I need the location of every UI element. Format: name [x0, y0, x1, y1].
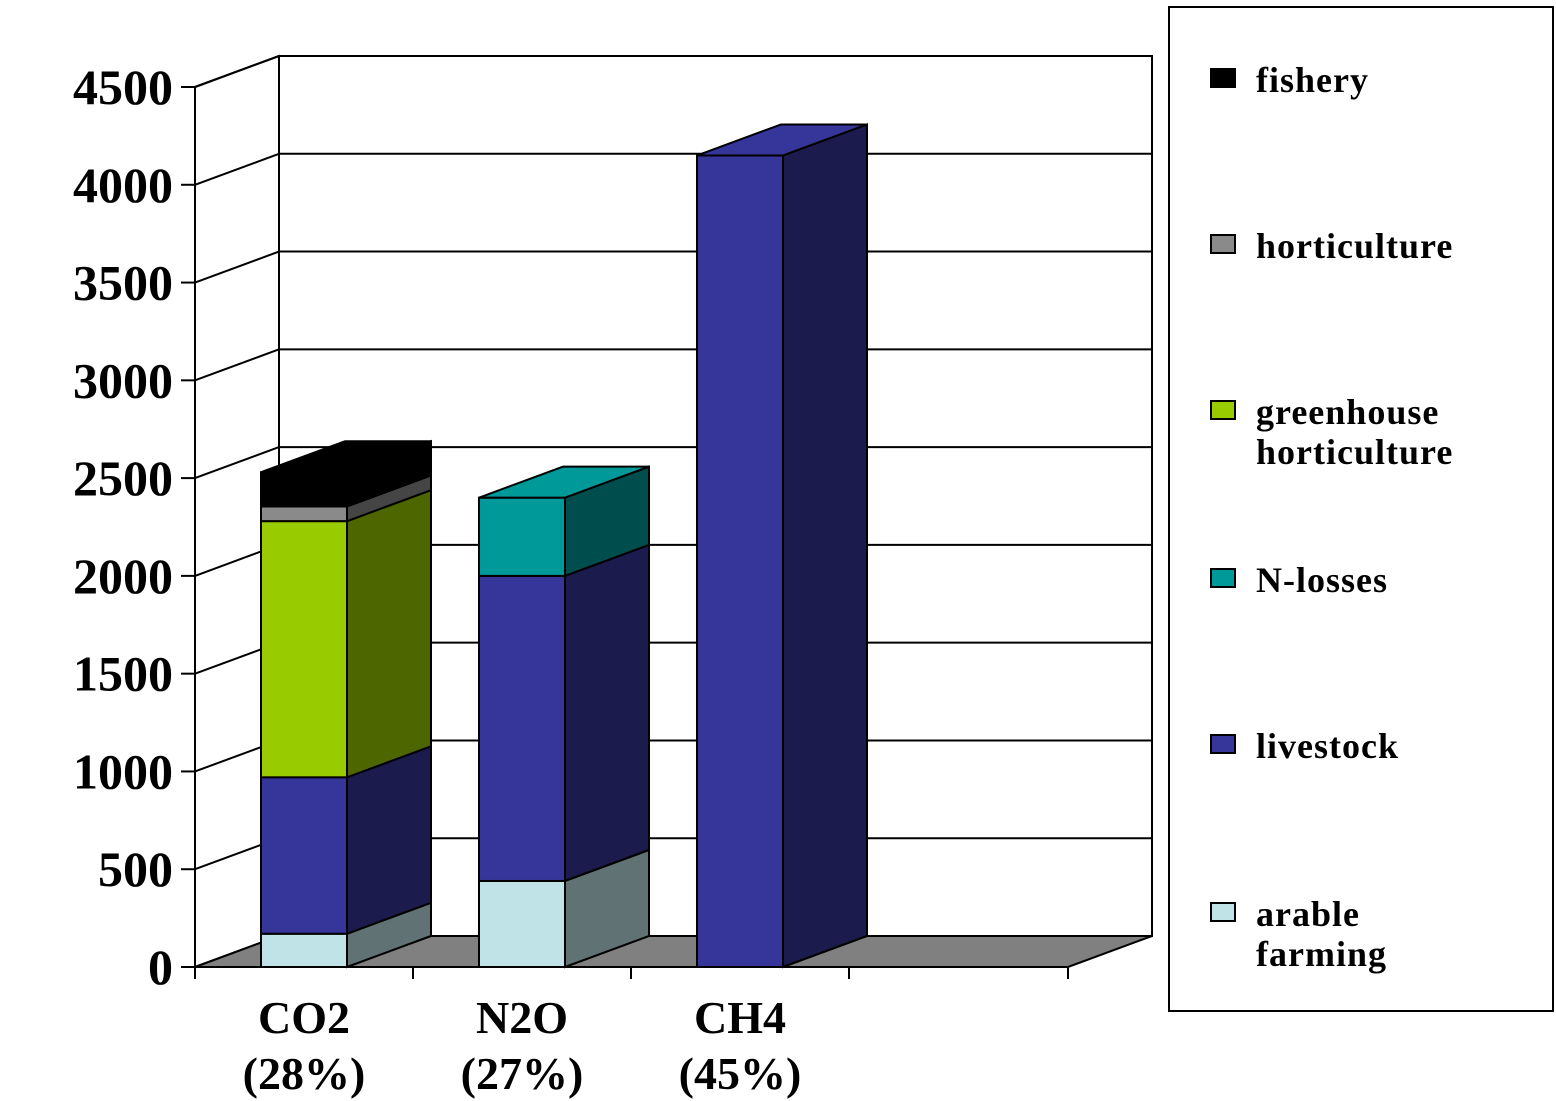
- bar-co2-livestock-side: [346, 744, 432, 936]
- bar-co2-greenhouse-horticulture-front: [260, 520, 348, 779]
- legend-item-n-losses: N-losses: [1210, 560, 1546, 600]
- stacked-bar-chart: 0 500 1000 1500 2000 2500 3000 3500 4000 4500 CO2…: [73, 54, 1153, 1099]
- y-tick-label-2000: 2000: [73, 548, 173, 604]
- bar-ch4-livestock-front: [696, 154, 784, 968]
- bar-n2o-n-losses-front: [478, 496, 566, 577]
- legend-label-arable-farming: arable farming: [1256, 894, 1387, 974]
- legend-label-livestock: livestock: [1256, 726, 1399, 766]
- gridline-side-3000: [194, 348, 280, 382]
- bar-n2o-n-losses-top: [478, 465, 650, 499]
- bar-n2o-livestock-side: [564, 543, 650, 883]
- legend-item-livestock: livestock: [1210, 726, 1546, 766]
- x-tick-label-line: N2O: [476, 992, 568, 1043]
- x-tick-label-line: CO2: [258, 992, 350, 1043]
- bar-ch4-livestock-top: [696, 123, 868, 157]
- y-tick-label-4000: 4000: [73, 157, 173, 213]
- x-tick-label-line: (28%): [243, 1048, 366, 1099]
- legend-label-fishery: fishery: [1256, 60, 1369, 100]
- x-tick-label-n2o: N2O (27%): [461, 992, 584, 1099]
- gridline-side-2500: [194, 446, 280, 480]
- bar-co2-fishery-front: [260, 471, 348, 508]
- legend-label-n-losses: N-losses: [1256, 560, 1388, 600]
- x-tick-label-line: (27%): [461, 1048, 584, 1099]
- bar-co2-greenhouse-horticulture-side: [346, 488, 432, 779]
- legend-item-fishery: fishery: [1210, 60, 1546, 100]
- gridline-side-3500: [194, 250, 280, 284]
- y-tick-label-3500: 3500: [73, 255, 173, 311]
- bar-co2-arable-farming-front: [260, 932, 348, 968]
- y-tick-label-3000: 3000: [73, 352, 173, 408]
- x-tick-labels: CO2 (28%) N2O (27%) CH4 (45%): [243, 992, 802, 1099]
- gridline-side-4500: [194, 55, 280, 88]
- bar-co2-livestock-front: [260, 776, 348, 935]
- legend-item-horticulture: horticulture: [1210, 226, 1546, 266]
- bar-n2o-arable-farming-front: [478, 879, 566, 969]
- x-tick-label-line: (45%): [679, 1048, 802, 1099]
- bar-co2-horticulture-front: [260, 505, 348, 523]
- legend: fishery horticulture greenhouse horticul…: [1168, 6, 1554, 1012]
- bar-co2-fishery-top: [260, 440, 432, 474]
- legend-swatch-fishery: [1210, 68, 1236, 88]
- y-tick-labels: 0 500 1000 1500 2000 2500 3000 3500 4000 4500: [73, 59, 173, 995]
- x-tick-label-co2: CO2 (28%): [243, 992, 366, 1099]
- y-tick-label-0: 0: [148, 939, 173, 995]
- y-tick-label-1500: 1500: [73, 646, 173, 702]
- x-tick-label-ch4: CH4 (45%): [679, 992, 802, 1099]
- x-tick-label-line: CH4: [694, 992, 786, 1043]
- legend-swatch-arable-farming: [1210, 902, 1236, 922]
- y-tick-label-4500: 4500: [73, 59, 173, 115]
- legend-swatch-livestock: [1210, 734, 1236, 754]
- legend-swatch-greenhouse-horticulture: [1210, 400, 1236, 420]
- legend-item-arable-farming: arable farming: [1210, 894, 1546, 974]
- gridline-side-4000: [194, 152, 280, 186]
- legend-item-greenhouse-horticulture: greenhouse horticulture: [1210, 392, 1546, 472]
- legend-label-horticulture: horticulture: [1256, 226, 1454, 266]
- y-tick-label-500: 500: [98, 841, 173, 897]
- legend-swatch-horticulture: [1210, 234, 1236, 254]
- y-tick-label-2500: 2500: [73, 450, 173, 506]
- bars: [260, 123, 868, 969]
- axes: [181, 86, 1069, 979]
- bar-n2o-livestock-front: [478, 574, 566, 882]
- bar-ch4-livestock-side: [782, 123, 868, 969]
- legend-swatch-n-losses: [1210, 568, 1236, 588]
- y-tick-label-1000: 1000: [73, 743, 173, 799]
- legend-label-greenhouse-horticulture: greenhouse horticulture: [1256, 392, 1454, 472]
